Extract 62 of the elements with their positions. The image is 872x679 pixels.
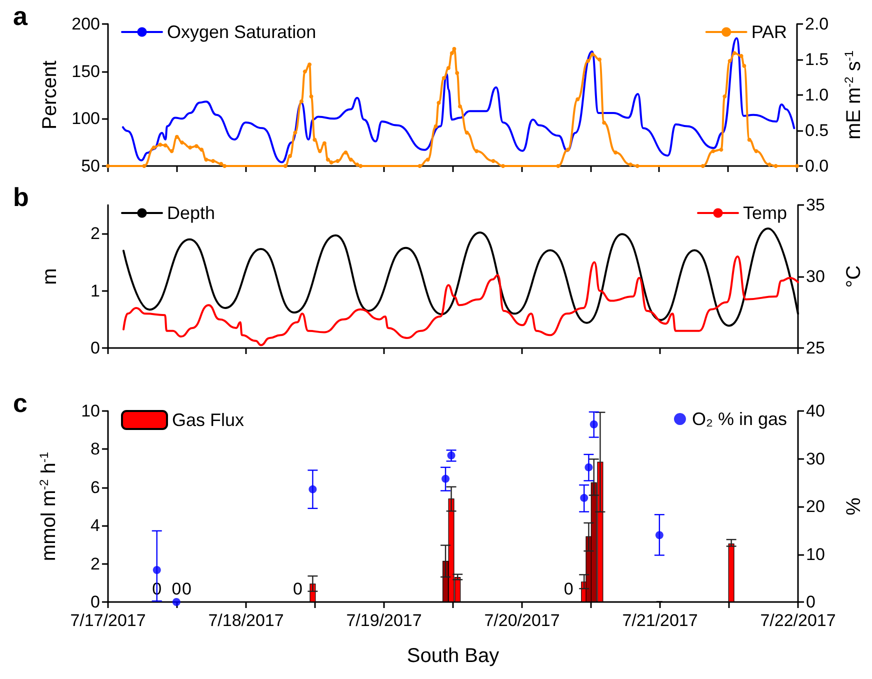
y-tick-label: 2 <box>90 224 100 244</box>
y-tick-label: 1 <box>90 281 100 300</box>
point <box>590 420 598 428</box>
chart-title: c <box>13 388 28 418</box>
y2-tick-label: 35 <box>806 196 825 214</box>
y-axis-title: mmol m-2 h-1 <box>37 452 60 562</box>
legend-label: Temp <box>742 203 787 223</box>
y2-tick-label: 2.0 <box>805 14 829 34</box>
point <box>442 474 450 483</box>
y2-tick-label: 20 <box>806 497 825 516</box>
point <box>447 451 456 460</box>
y2-tick-label: 40 <box>806 402 825 420</box>
y-tick-label: 2 <box>90 554 100 574</box>
x-tick-label: 7/17/2017 <box>70 611 146 630</box>
legend-label: PAR <box>751 22 788 42</box>
legend-label: Depth <box>167 203 216 223</box>
y-tick-label: 100 <box>72 109 100 128</box>
legend-label: Gas Flux <box>172 410 244 430</box>
point <box>655 531 664 540</box>
y2-axis-title: % <box>843 497 865 516</box>
x-tick-label: 7/21/2017 <box>622 611 698 630</box>
y-tick-label: 0 <box>90 338 100 358</box>
y-tick-label: 150 <box>72 62 100 81</box>
y-tick-label: 0 <box>90 592 100 612</box>
chart-title: a <box>13 1 28 31</box>
point <box>580 494 588 502</box>
line-series <box>122 255 799 346</box>
data-label: 0 <box>564 580 574 599</box>
point <box>152 566 161 574</box>
point <box>584 463 593 472</box>
x-tick-label: 7/19/2017 <box>346 611 422 630</box>
point <box>308 485 317 494</box>
x-tick-label: 7/20/2017 <box>484 611 560 630</box>
y-tick-label: 8 <box>90 440 100 459</box>
y2-tick-label: 25 <box>806 338 825 358</box>
point <box>172 598 180 606</box>
y2-tick-label: 30 <box>806 449 825 468</box>
y-tick-label: 6 <box>90 478 100 497</box>
legend-label: O₂ % in gas <box>692 409 788 429</box>
x-tick-label: 7/22/2017 <box>760 611 836 630</box>
data-label: 0 <box>293 580 302 599</box>
y-axis-title: m <box>39 268 61 285</box>
x-axis-title: South Bay <box>406 645 500 667</box>
y2-tick-label: 1.5 <box>805 50 829 69</box>
y2-axis-title: °C <box>843 265 865 288</box>
y-tick-label: 10 <box>81 402 100 420</box>
y-tick-label: 50 <box>81 156 100 176</box>
y2-tick-label: 10 <box>806 544 825 564</box>
chart-title: b <box>13 182 29 212</box>
y2-tick-label: 0.0 <box>805 156 829 176</box>
y-tick-label: 200 <box>72 14 100 34</box>
legend-label: Oxygen Saturation <box>167 22 316 42</box>
y2-tick-label: 0.5 <box>805 121 829 140</box>
x-tick-label: 7/18/2017 <box>208 611 284 630</box>
y2-axis-title: mE m-2 s-1 <box>842 50 865 140</box>
y2-tick-label: 1.0 <box>805 86 829 104</box>
y-axis-title: Percent <box>39 60 61 130</box>
y-tick-label: 4 <box>90 516 100 536</box>
data-label: 0 <box>182 580 192 599</box>
y2-tick-label: 0 <box>806 592 816 612</box>
data-label: 0 <box>172 580 182 599</box>
y2-tick-label: 30 <box>806 267 825 286</box>
